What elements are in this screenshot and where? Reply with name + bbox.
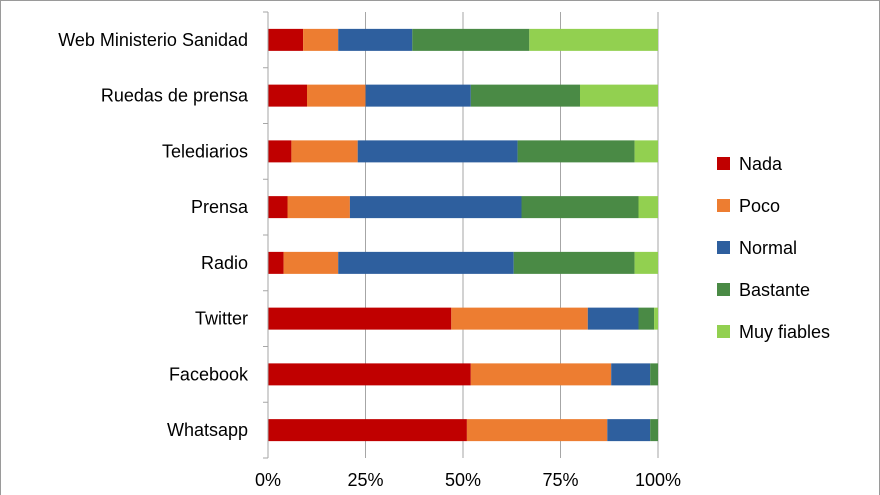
legend-label: Normal [739,238,797,258]
bar-segment-poco [470,363,612,386]
bar-segment-nada [268,84,307,107]
x-tick-label: 0% [255,470,281,490]
x-tick-label: 50% [445,470,481,490]
bar-segment-normal [357,140,518,163]
legend-label: Poco [739,196,780,216]
bar-segment-poco [287,196,350,219]
legend-label: Nada [739,154,783,174]
bar-segment-poco [283,251,339,274]
legend-label: Muy fiables [739,322,830,342]
axes: 0% 25% 50% 75% 100% Web Ministerio Sanidad Rue… [58,11,681,490]
bar-segment-nada [268,307,452,330]
bar-segment-bastante [650,419,658,442]
category-label: Telediarios [162,141,248,161]
legend-swatch [717,325,730,338]
bar-segment-bastante [412,28,530,51]
bar-segment-nada [268,363,471,386]
bar-segment-bastante [517,140,635,163]
bar-segment-normal [349,196,522,219]
bar-segment-poco [466,419,608,442]
legend-label: Bastante [739,280,810,300]
category-label: Twitter [195,309,248,329]
bar-segment-muy-fiables [634,251,658,274]
legend-swatch [717,241,730,254]
bar-segment-normal [338,251,514,274]
bar-segment-nada [268,251,284,274]
x-tick-label: 25% [347,470,383,490]
bar-segment-normal [607,419,651,442]
bar-segment-nada [268,140,292,163]
legend-swatch [717,199,730,212]
bar-segment-bastante [521,196,639,219]
bar-segment-muy-fiables [654,307,658,330]
bar-segment-poco [451,307,588,330]
category-label: Prensa [191,197,249,217]
bar-segment-bastante [470,84,580,107]
bar-segment-muy-fiables [638,196,658,219]
legend: Nada Poco Normal Bastante Muy fiables [717,154,830,342]
category-label: Facebook [169,364,249,384]
bar-segment-normal [587,307,639,330]
x-tick-label: 75% [542,470,578,490]
bar-segment-normal [611,363,651,386]
bar-segment-nada [268,196,288,219]
bar-segment-muy-fiables [580,84,658,107]
bar-segment-poco [307,84,366,107]
category-label: Whatsapp [167,420,248,440]
bar-segment-normal [365,84,471,107]
x-tick-label: 100% [635,470,681,490]
bar-segment-bastante [513,251,635,274]
category-label: Ruedas de prensa [101,86,249,106]
bar-segment-poco [303,28,339,51]
bar-segment-muy-fiables [529,28,658,51]
category-label: Radio [201,253,248,273]
category-label: Web Ministerio Sanidad [58,30,248,50]
bar-segment-bastante [650,363,658,386]
bar-segment-nada [268,28,304,51]
bar-segment-nada [268,419,467,442]
gridlines [267,12,659,458]
bars [268,28,658,442]
legend-swatch [717,157,730,170]
bar-segment-bastante [638,307,655,330]
bar-segment-poco [291,140,358,163]
bar-segment-muy-fiables [634,140,658,163]
bar-segment-normal [338,28,413,51]
legend-swatch [717,283,730,296]
